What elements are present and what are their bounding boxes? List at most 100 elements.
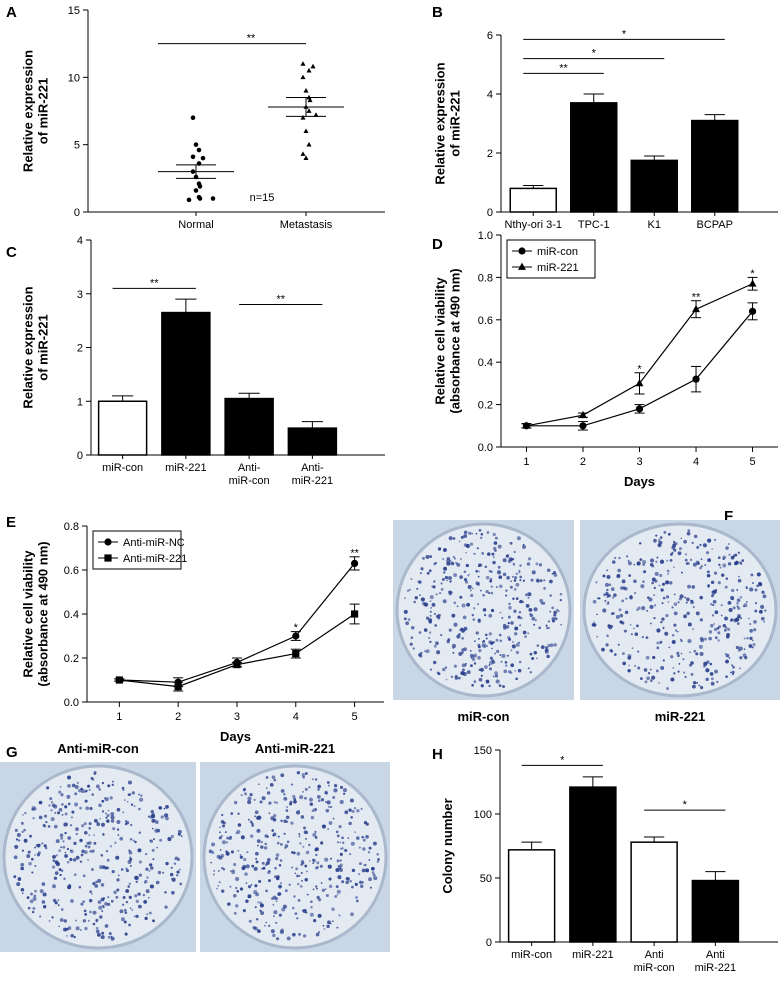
colony xyxy=(445,678,448,681)
colony xyxy=(233,911,237,915)
colony xyxy=(490,641,494,645)
colony xyxy=(459,595,463,599)
colony xyxy=(218,836,222,840)
colony xyxy=(463,530,468,535)
colony xyxy=(163,807,166,810)
colony xyxy=(630,597,633,600)
colony xyxy=(683,671,686,674)
colony xyxy=(467,574,469,577)
x-axis-label: Days xyxy=(220,729,251,744)
colony xyxy=(606,588,609,592)
colony xyxy=(434,624,438,627)
colony xyxy=(720,604,723,607)
colony xyxy=(473,680,477,683)
colony xyxy=(502,558,507,563)
point xyxy=(210,196,216,201)
colony xyxy=(259,903,264,908)
significance-label: * xyxy=(683,799,688,811)
x-tick-label: 5 xyxy=(749,456,755,468)
colony xyxy=(625,597,628,600)
colony xyxy=(440,634,443,637)
colony xyxy=(353,806,357,810)
colony xyxy=(709,662,713,666)
colony xyxy=(689,558,693,562)
colony xyxy=(316,861,320,865)
colony xyxy=(624,610,629,615)
colony xyxy=(63,919,67,923)
colony xyxy=(326,781,330,784)
colony xyxy=(151,812,155,816)
legend-marker xyxy=(104,554,112,562)
colony xyxy=(758,582,763,587)
colony xyxy=(488,664,491,667)
colony-plate xyxy=(393,520,574,700)
colony xyxy=(328,884,333,889)
point xyxy=(310,63,316,69)
colony xyxy=(722,557,725,561)
colony xyxy=(552,619,555,623)
colony xyxy=(112,780,114,783)
colony xyxy=(66,794,71,799)
colony xyxy=(643,570,647,574)
colony xyxy=(685,562,689,565)
colony xyxy=(293,895,296,898)
colony xyxy=(442,571,446,574)
colony xyxy=(655,669,659,673)
colony xyxy=(20,888,25,892)
colony xyxy=(85,806,90,811)
colony xyxy=(344,848,348,852)
colony xyxy=(302,934,307,938)
colony xyxy=(332,817,335,820)
colony xyxy=(274,875,277,879)
colony xyxy=(713,571,718,575)
colony xyxy=(736,622,740,625)
colony xyxy=(464,580,469,584)
colony xyxy=(318,799,321,803)
colony xyxy=(271,829,274,832)
colony xyxy=(59,785,62,788)
colony xyxy=(488,592,491,595)
colony xyxy=(514,670,516,672)
colony xyxy=(736,605,739,608)
colony xyxy=(728,543,730,545)
colony xyxy=(248,919,252,923)
colony xyxy=(116,878,120,882)
colony xyxy=(732,606,736,610)
colony xyxy=(348,808,352,812)
colony xyxy=(469,650,472,652)
bar xyxy=(97,400,148,456)
colony xyxy=(530,578,534,582)
colony xyxy=(135,914,139,918)
colony xyxy=(251,864,255,868)
colony xyxy=(52,884,56,889)
colony xyxy=(64,851,67,854)
colony xyxy=(176,870,180,874)
colony xyxy=(233,894,237,898)
x-tick-label: Nthy-ori 3-1 xyxy=(505,219,562,231)
colony xyxy=(245,899,249,903)
colony xyxy=(736,598,741,603)
colony xyxy=(371,866,375,871)
colony xyxy=(471,657,476,662)
colony xyxy=(146,913,149,916)
colony xyxy=(312,832,317,837)
colony xyxy=(662,596,666,600)
colony xyxy=(684,558,688,562)
colony xyxy=(34,846,37,849)
colony xyxy=(83,909,87,913)
annotation: * xyxy=(637,364,642,376)
colony xyxy=(706,570,710,574)
colony xyxy=(67,775,72,780)
colony xyxy=(359,884,364,888)
colony xyxy=(628,664,630,667)
colony xyxy=(502,572,507,577)
y-tick-label: 0.2 xyxy=(64,653,79,665)
colony xyxy=(95,918,99,922)
colony xyxy=(341,880,345,884)
colony xyxy=(761,590,765,594)
colony xyxy=(58,807,63,812)
colony xyxy=(679,594,684,599)
colony xyxy=(67,836,72,840)
colony xyxy=(669,581,673,585)
colony xyxy=(257,901,260,904)
